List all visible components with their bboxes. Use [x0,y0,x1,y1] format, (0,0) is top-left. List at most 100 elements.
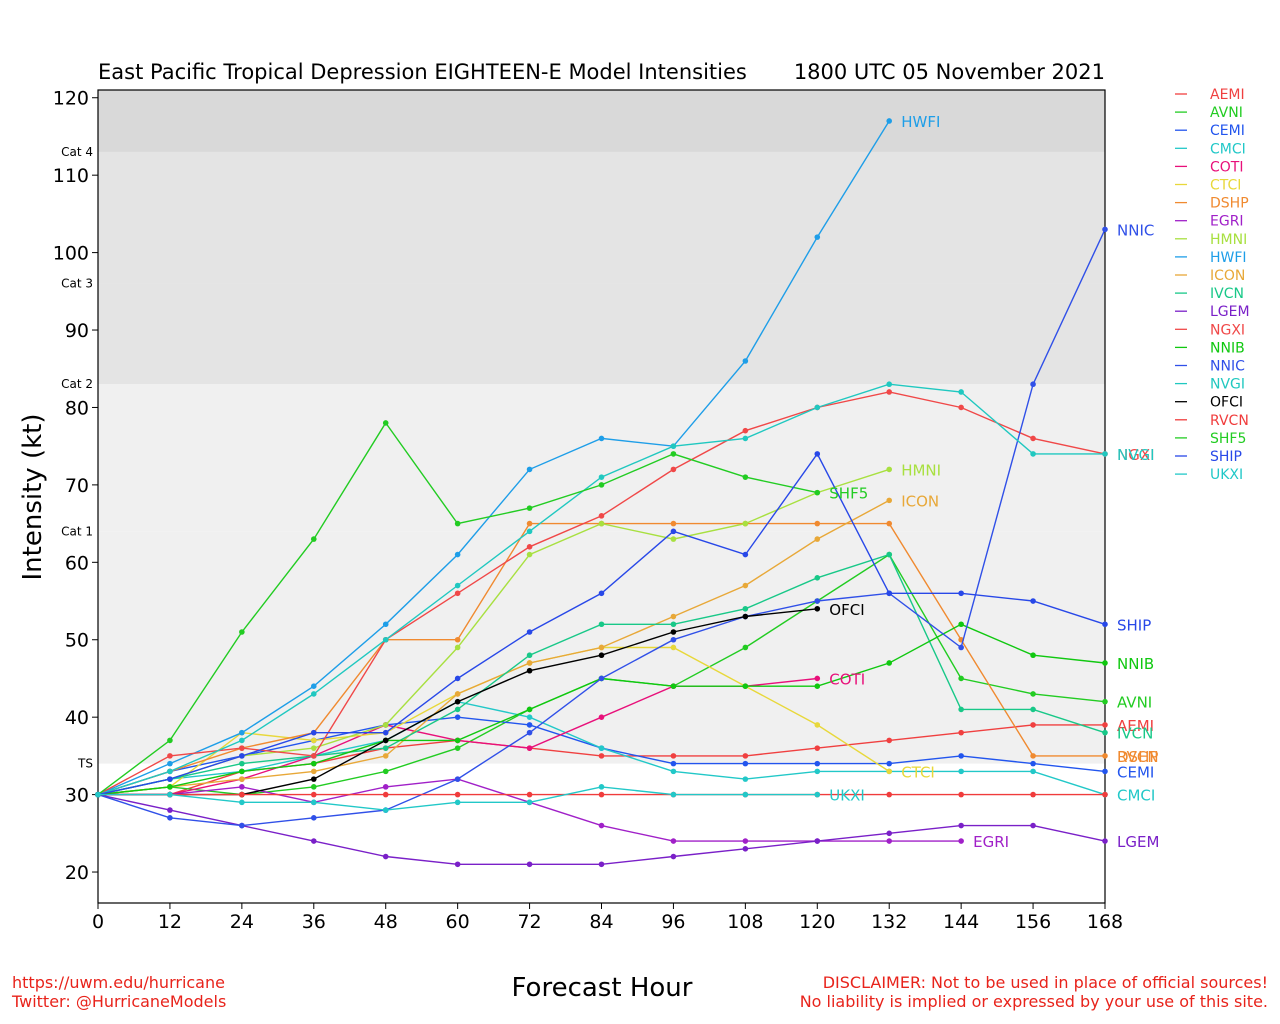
category-bands: TS Cat 1 Cat 2 Cat 3 Cat 4 [61,90,1105,771]
point-nnib-60 [454,737,461,744]
point-ngxi-132 [886,389,893,395]
series-rvcn [95,791,1108,798]
point-ship-156 [1030,598,1036,604]
point-hwfi-120 [814,234,821,240]
y-tick-label-40: 40 [65,707,89,729]
point-hwfi-84 [598,435,605,442]
y-axis-label: Intensity (kt) [18,414,48,581]
point-aemi-120 [814,745,821,751]
point-icon-96 [670,613,677,620]
series-group [95,118,1108,868]
point-icon-132 [886,497,893,504]
point-cemi-168 [1102,768,1108,775]
point-hwfi-12 [167,760,173,767]
end-label-dshp: DSHP [1117,748,1158,766]
legend-label-lgem: LGEM [1210,304,1250,320]
point-ngxi-36 [310,753,317,759]
point-shf5-96 [670,451,677,457]
legend-label-hmni: HMNI [1210,232,1247,248]
band-label-ts: TS [77,757,93,771]
point-egri-24 [239,784,245,790]
point-ivcn-108 [742,605,749,612]
point-ivcn-144 [958,706,964,713]
end-label-cemi: CEMI [1117,763,1154,781]
point-nnic-144 [958,644,964,651]
point-shf5-60 [454,520,461,527]
end-label-coti: COTI [829,670,865,688]
point-dshp-120 [814,520,821,527]
point-rvcn-60 [454,791,461,798]
band-cat-2 [98,283,1105,385]
point-cmci-84 [598,745,605,751]
point-cmci-108 [742,776,749,782]
point-lgem-108 [742,846,749,852]
legend-label-shf5: SHF5 [1210,431,1246,447]
point-nvgi-156 [1030,451,1036,457]
point-ukxi-36 [310,799,317,806]
point-ofci-36 [310,776,317,782]
point-cemi-156 [1030,760,1036,767]
end-label-nnib: NNIB [1117,655,1154,673]
point-ukxi-72 [526,799,533,806]
point-ship-24 [239,753,245,759]
point-aemi-168 [1102,722,1108,728]
point-hmni-60 [454,644,461,651]
legend-label-ukxi: UKXI [1210,467,1243,483]
legend-label-avni: AVNI [1210,105,1243,121]
point-egri-84 [598,822,605,829]
point-ivcn-84 [598,621,605,628]
band-cat-3 [98,151,1105,284]
series-shf5 [95,420,821,798]
point-ivcn-48 [382,745,389,751]
point-nvgi-132 [886,381,893,388]
point-icon-108 [742,582,749,589]
point-egri-48 [382,784,389,790]
point-ivcn-72 [526,652,533,659]
point-rvcn-36 [310,791,317,798]
point-egri-144 [958,838,964,844]
point-hwfi-48 [382,621,389,628]
point-hmni-96 [670,536,677,542]
footer-url-link[interactable]: https://uwm.edu/hurricane [12,973,225,992]
x-tick-label-144: 144 [943,911,979,933]
y-tick-label-70: 70 [65,475,89,497]
point-ofci-108 [742,613,749,620]
point-nvgi-168 [1102,451,1108,457]
point-shf5-120 [814,489,821,496]
point-nvgi-108 [742,435,749,442]
point-lgem-96 [670,853,677,860]
point-nnib-36 [310,760,317,767]
point-shf5-24 [239,629,245,635]
point-icon-36 [310,768,317,775]
point-rvcn-24 [239,791,245,798]
point-ukxi-96 [670,791,677,798]
x-tick-label-72: 72 [517,911,541,933]
end-label-ivcn: IVCN [1117,725,1153,743]
point-cmci-144 [958,768,964,775]
point-avni-48 [382,768,389,775]
series-line-hwfi [97,120,890,796]
legend-label-cmci: CMCI [1210,141,1246,157]
point-dshp-96 [670,520,677,527]
point-ctci-120 [814,722,821,728]
legend-label-hwfi: HWFI [1210,250,1247,266]
x-tick-label-120: 120 [799,911,835,933]
point-rvcn-168 [1102,791,1108,798]
point-hmni-72 [526,551,533,558]
series-ukxi [95,784,821,813]
point-dshp-60 [454,636,461,643]
point-lgem-120 [814,838,821,844]
point-ofci-72 [526,667,533,674]
point-nnic-60 [454,776,461,782]
chart-datetime: 1800 UTC 05 November 2021 [794,60,1105,84]
point-lgem-72 [526,861,533,868]
point-icon-84 [598,644,605,651]
point-lgem-60 [454,861,461,868]
point-ukxi-120 [814,791,821,798]
point-ngxi-60 [454,590,461,597]
point-dshp-132 [886,520,893,527]
x-tick-label-24: 24 [230,911,254,933]
point-nnib-132 [886,660,893,666]
point-shf5-48 [382,420,389,426]
y-tick-label-110: 110 [53,165,89,187]
